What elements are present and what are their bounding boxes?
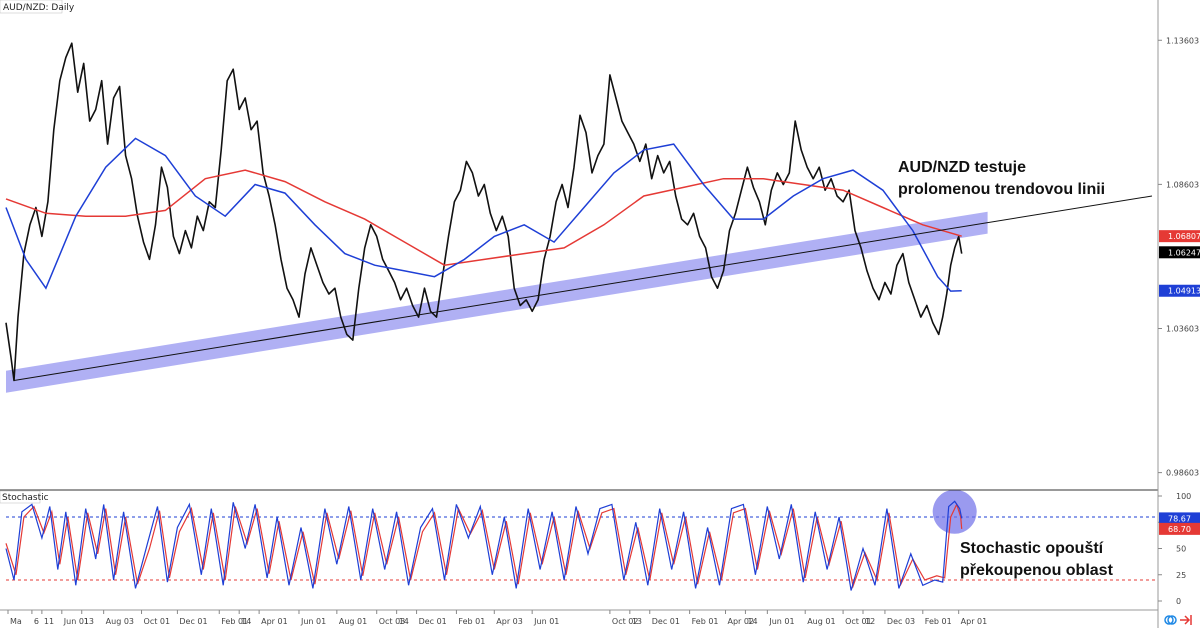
- price-badge-2-box: [1159, 284, 1200, 297]
- time-tick-label-5: Aug 03: [106, 617, 134, 626]
- time-tick-label-29: Dec 03: [887, 617, 915, 626]
- price-tick-label-1: 1.08603: [1166, 180, 1199, 189]
- stochastic-series: [5, 500, 963, 591]
- arrow-icon[interactable]: [1180, 615, 1192, 625]
- time-tick-label-4: 13: [84, 617, 94, 626]
- price-badge-0-box: [1159, 230, 1200, 243]
- time-tick-label-23: Apr 02: [727, 617, 754, 626]
- stochastic-title-box: [0, 490, 41, 504]
- trendline: [13, 195, 1153, 381]
- trendline-line: [13, 195, 1153, 381]
- stochastic-badge-0-label: 78.67: [1168, 514, 1191, 523]
- stochastic-badge-1-box: [1159, 522, 1200, 535]
- time-tick-label-18: Jun 01: [533, 617, 559, 626]
- stochastic-highlight: [932, 489, 977, 534]
- price-tick-label-2: 1.03603: [1166, 325, 1199, 334]
- time-tick-label-12: Aug 01: [339, 617, 367, 626]
- time-tick-label-8: Feb 01: [221, 617, 248, 626]
- time-tick-label-13: Oct 03: [379, 617, 406, 626]
- time-tick-label-16: Feb 01: [458, 617, 485, 626]
- time-tick-label-3: Jun 01: [63, 617, 89, 626]
- price-badge-1-label: 1.06247: [1168, 248, 1200, 257]
- time-tick-label-14: 14: [399, 617, 409, 626]
- moving-averages: [5, 137, 962, 292]
- stochastic-tick-label-4: 0: [1176, 597, 1181, 606]
- refresh-icon[interactable]: [1164, 615, 1177, 625]
- time-tick-label-1: 6: [34, 617, 39, 626]
- stochastic-k-line: [5, 500, 963, 591]
- time-tick-label-11: Jun 01: [300, 617, 326, 626]
- value-badges: 1.06807 1.06247 1.04913 78.67 68.70: [1159, 230, 1200, 535]
- stochastic-highlight-circle: [932, 489, 977, 534]
- chart-title: AUD/NZD: Daily: [3, 3, 75, 13]
- time-tick-label-22: Feb 01: [692, 617, 719, 626]
- time-tick-label-7: Dec 01: [179, 617, 207, 626]
- time-tick-label-20: 13: [632, 617, 642, 626]
- annotation-price-line2: prolomenou trendovou linii: [898, 181, 1105, 198]
- time-tick-label-0: Ma: [10, 617, 22, 626]
- price-badge-1-box: [1159, 246, 1200, 259]
- price-tick-label-3: 0.98603: [1166, 469, 1199, 478]
- time-tick-label-19: Oct 02: [612, 617, 639, 626]
- time-tick-label-31: Apr 01: [961, 617, 988, 626]
- time-tick-label-15: Dec 01: [419, 617, 447, 626]
- time-tick-label-10: Apr 01: [261, 617, 288, 626]
- price-panel: [5, 42, 1153, 393]
- price-badge-2-label: 1.04913: [1168, 287, 1200, 296]
- time-tick-label-28: 12: [865, 617, 875, 626]
- annotation-stochastic-line2: překoupenou oblast: [960, 562, 1114, 579]
- price-tick-label-0: 1.13603: [1166, 36, 1199, 45]
- price-badge-0-label: 1.06807: [1168, 232, 1200, 241]
- time-tick-label-21: Dec 01: [652, 617, 680, 626]
- time-tick-label-17: Apr 03: [496, 617, 523, 626]
- time-tick-label-24: 14: [747, 617, 757, 626]
- stochastic-tick-label-3: 25: [1176, 571, 1186, 580]
- time-tick-label-25: Jun 01: [768, 617, 794, 626]
- stochastic-panel: [5, 489, 1158, 591]
- stochastic-title: Stochastic: [2, 493, 49, 503]
- stochastic-tick-label-2: 50: [1176, 545, 1186, 554]
- annotation-price-line1: AUD/NZD testuje: [898, 159, 1026, 176]
- price-series: [5, 42, 963, 382]
- stochastic-badge-1-label: 68.70: [1168, 525, 1191, 534]
- price-line: [5, 42, 963, 382]
- stochastic-d-line: [5, 502, 963, 589]
- time-tick-label-27: Oct 01: [845, 617, 872, 626]
- time-tick-label-9: 14: [241, 617, 251, 626]
- chart-title-box: [0, 0, 63, 14]
- annotation-stochastic-line1: Stochastic opouští: [960, 540, 1104, 557]
- stochastic-badge-0-box: [1159, 512, 1200, 525]
- time-tick-label-30: Feb 01: [925, 617, 952, 626]
- ma-slow-line: [5, 169, 962, 266]
- time-tick-label-26: Aug 01: [807, 617, 835, 626]
- time-tick-label-2: 11: [44, 617, 54, 626]
- ma-fast-line: [5, 137, 962, 292]
- time-tick-label-6: Oct 01: [144, 617, 171, 626]
- stochastic-tick-label-0: 100: [1176, 492, 1191, 501]
- price-axis: 1.13603 1.08603 1.03603 0.98603: [1158, 36, 1199, 478]
